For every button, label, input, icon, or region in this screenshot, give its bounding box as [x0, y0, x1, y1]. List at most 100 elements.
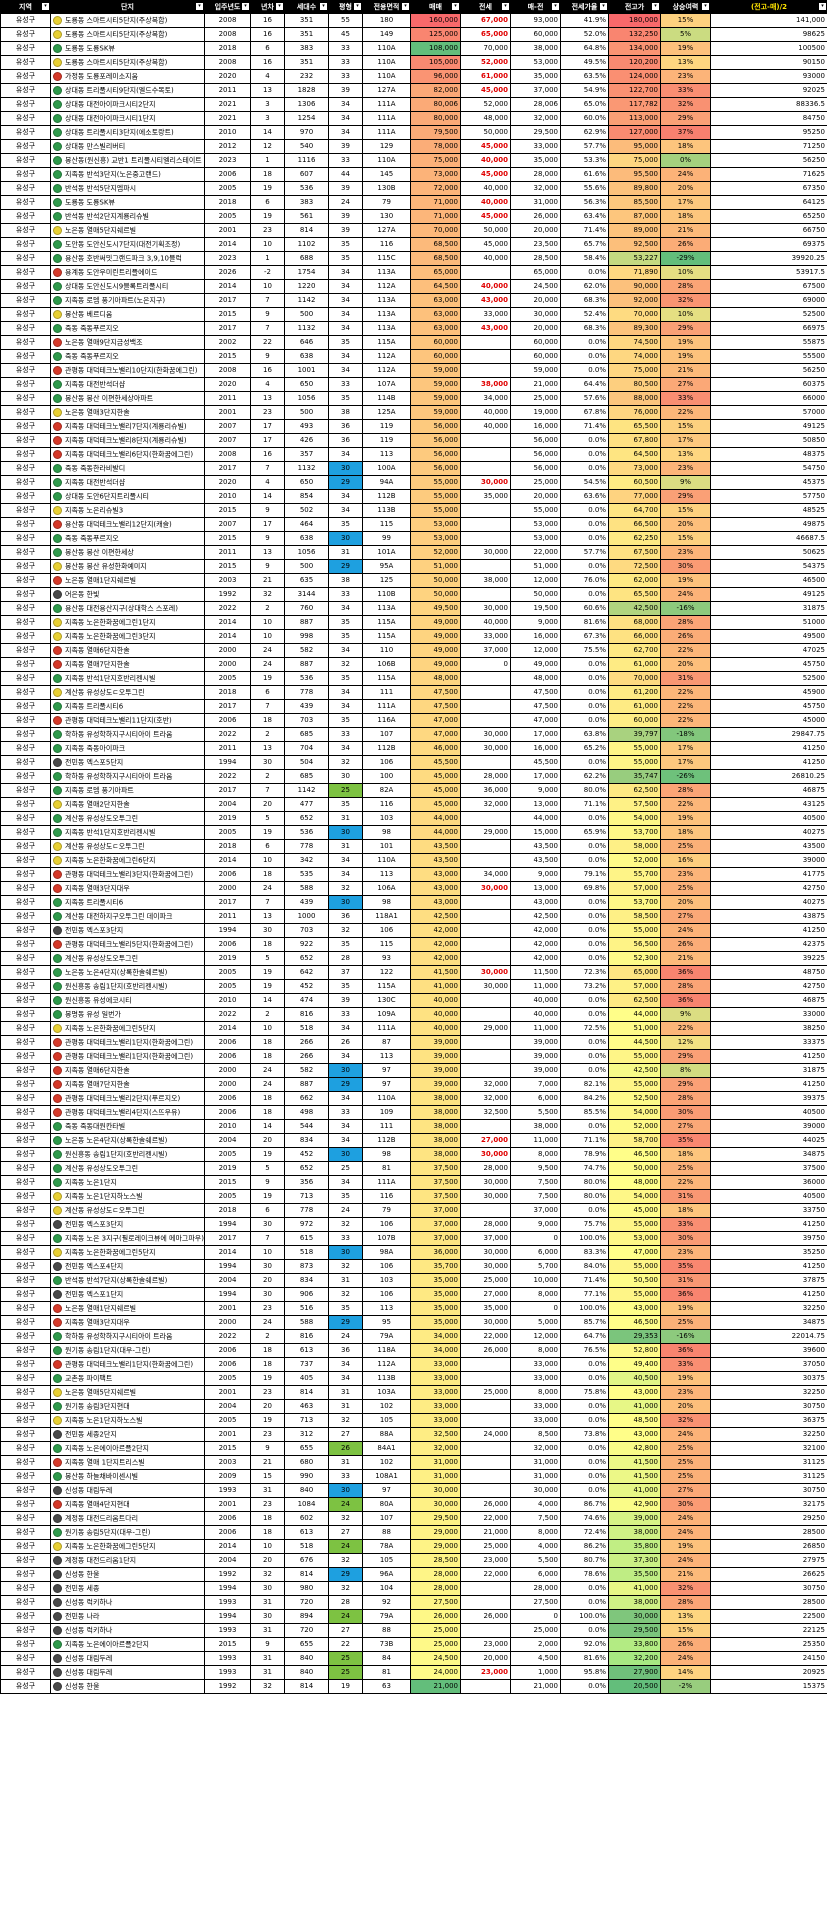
- table-row[interactable]: 유성구 노은동 열매3단지한솔 2001 23 500 38 125A 59,000 40,00…: [0, 405, 827, 420]
- column-header[interactable]: 세대수 ▾: [284, 0, 329, 14]
- table-row[interactable]: 유성구 관평동 대덕테크노밸리5단지(한화꿈에그린) 2006 18 922 35 115 4…: [0, 937, 827, 952]
- table-row[interactable]: 유성구 신성동 한울 1992 32 814 29 96A 28,000 22,000 6,000…: [0, 1567, 827, 1582]
- table-row[interactable]: 유성구 지족동 노은한화꿈에그린5단지 2014 10 518 34 111A 40,000 2…: [0, 1021, 827, 1036]
- column-header[interactable]: 매-전 ▾: [510, 0, 561, 14]
- table-row[interactable]: 유성구 노은동 열매5단지쉐르빌 2001 23 814 39 127A 70,000 50,0…: [0, 223, 827, 238]
- table-row[interactable]: 유성구 교촌동 파이팩트 2005 19 405 34 113B 33,000 33,000 0.…: [0, 1371, 827, 1386]
- table-row[interactable]: 유성구 지족동 죽동아이파크 2011 13 704 34 112B 46,000 30,000…: [0, 741, 827, 756]
- table-row[interactable]: 유성구 죽동 죽동푸르지오 2017 7 1132 34 113A 63,000 43,000 2…: [0, 321, 827, 336]
- table-row[interactable]: 유성구 지족동 로뎀 풍기아파트(노은지구) 2017 7 1142 34 113A 63,0…: [0, 293, 827, 308]
- table-row[interactable]: 유성구 계산동 유성상도ㄷ오투그린 2018 6 778 31 101 43,500 43,50…: [0, 839, 827, 854]
- table-row[interactable]: 유성구 신성동 한울 1992 32 814 19 63 21,000 21,000 0.0% 20…: [0, 1679, 827, 1694]
- table-row[interactable]: 유성구 계정동 대전드리움트다리 2006 18 602 32 107 29,500 22,00…: [0, 1511, 827, 1526]
- table-row[interactable]: 유성구 관평동 대덕테크노밸리10단지(한화꿈에그린) 2008 16 1001 34 11…: [0, 363, 827, 378]
- table-row[interactable]: 유성구 전민동 엑스포3단지 1994 30 703 32 106 42,000 42,000 0…: [0, 923, 827, 938]
- filter-dropdown-icon[interactable]: ▾: [502, 3, 509, 10]
- table-row[interactable]: 유성구 지족동 대덕테크노밸리6단지(한화꿈에그린) 2008 16 357 34 113 5…: [0, 447, 827, 462]
- column-header[interactable]: 매매 ▾: [410, 0, 461, 14]
- table-row[interactable]: 유성구 도안동 도안신도시7단지(대전기획조정) 2014 10 1102 35 116 68…: [0, 237, 827, 252]
- table-row[interactable]: 유성구 봉산동 베르디움 2015 9 500 34 113A 63,000 33,000 30,…: [0, 307, 827, 322]
- table-row[interactable]: 유성구 신성동 대림두레 1993 31 840 30 97 30,000 30,000 0.0%…: [0, 1483, 827, 1498]
- table-row[interactable]: 유성구 봉산동 봉산 이편한세상아파트 2011 13 1056 35 114B 59,000…: [0, 391, 827, 406]
- table-row[interactable]: 유성구 계산동 대전하지구오투그린 데이파크 2011 13 1000 36 118A1 42…: [0, 909, 827, 924]
- table-row[interactable]: 유성구 관평동 대덕테크노밸리1단지(한화꿈에그린) 2006 18 737 34 112A…: [0, 1357, 827, 1372]
- column-header[interactable]: 전세 ▾: [460, 0, 511, 14]
- table-row[interactable]: 유성구 지족동 노은에이아르플2단지 2015 9 655 26 84A1 32,000 32,…: [0, 1441, 827, 1456]
- table-row[interactable]: 유성구 지족동 열매7단지한솔 2000 24 887 32 106B 49,000 0 49,0…: [0, 657, 827, 672]
- table-row[interactable]: 유성구 계산동 유성상도오투그린 2019 5 652 25 81 37,500 28,000 9…: [0, 1161, 827, 1176]
- column-header[interactable]: 입주년도 ▾: [204, 0, 251, 14]
- table-row[interactable]: 유성구 전민동 엑스포4단지 1994 30 873 32 106 35,700 30,000 5…: [0, 1259, 827, 1274]
- filter-dropdown-icon[interactable]: ▾: [702, 3, 709, 10]
- table-row[interactable]: 유성구 지족동 트리풀시티6 2017 7 439 34 111A 47,500 47,500 0…: [0, 699, 827, 714]
- table-row[interactable]: 유성구 용산동 대전용산지구(상대학스 스포레) 2022 2 760 34 113A 49,…: [0, 601, 827, 616]
- table-row[interactable]: 유성구 관평동 대덕테크노밸리11단지(호반) 2006 18 703 35 116A 47,…: [0, 713, 827, 728]
- table-row[interactable]: 유성구 전민동 엑스포5단지 1994 30 504 32 106 45,500 45,500 0…: [0, 755, 827, 770]
- table-row[interactable]: 유성구 봉산동 봉산 이편한세상 2011 13 1056 31 101A 52,000 30,…: [0, 545, 827, 560]
- table-row[interactable]: 유성구 상대동 대전아이파크시티1단지 2021 3 1254 34 111A 80,000 4…: [0, 111, 827, 126]
- table-row[interactable]: 유성구 가정동 도룡포레미소지움 2020 4 232 33 110A 96,000 61,00…: [0, 69, 827, 84]
- column-header[interactable]: 전용면적 ▾: [362, 0, 411, 14]
- table-row[interactable]: 유성구 지족동 노은한화꿈에그린5단지 2014 10 518 24 78A 29,000 25…: [0, 1539, 827, 1554]
- table-row[interactable]: 유성구 죽동 죽동푸르지오 2015 9 638 30 99 53,000 53,000 0.0%…: [0, 531, 827, 546]
- table-row[interactable]: 유성구 전민동 나라 1994 30 894 24 79A 26,000 26,000 0 100.…: [0, 1609, 827, 1624]
- table-row[interactable]: 유성구 지족동 대전반석더샵 2020 4 650 29 94A 55,000 30,000 25…: [0, 475, 827, 490]
- column-header[interactable]: 지역 ▾: [0, 0, 51, 14]
- table-row[interactable]: 유성구 지족동 노은에이아르플2단지 2015 9 655 22 73B 25,000 23,0…: [0, 1637, 827, 1652]
- table-row[interactable]: 유성구 상대동 트리풀시티9단지(엘드수목토) 2011 13 1828 39 127A 82…: [0, 83, 827, 98]
- table-row[interactable]: 유성구 관평동 대덕테크노밸리4단지(스뜨우유) 2006 18 498 33 109 38,…: [0, 1105, 827, 1120]
- filter-dropdown-icon[interactable]: ▾: [600, 3, 607, 10]
- table-row[interactable]: 유성구 상대동 트리풀시티3단지(에소토랑트) 2010 14 970 34 111A 79,…: [0, 125, 827, 140]
- table-row[interactable]: 유성구 지족동 열매3단지대우 2000 24 588 29 95 35,000 30,000 5…: [0, 1315, 827, 1330]
- table-row[interactable]: 유성구 지족동 열매6단지한솔 2000 24 582 34 110 49,000 37,000…: [0, 643, 827, 658]
- table-row[interactable]: 유성구 지족동 노은한화꿈에그린3단지 2014 10 998 35 115A 49,000 3…: [0, 629, 827, 644]
- table-row[interactable]: 유성구 신성동 대림두레 1993 31 840 25 81 24,000 23,000 1,00…: [0, 1665, 827, 1680]
- table-row[interactable]: 유성구 지족동 노은한화꿈에그린5단지 2014 10 518 30 98A 36,000 30…: [0, 1245, 827, 1260]
- column-header[interactable]: 상승여력 ▾: [660, 0, 711, 14]
- filter-dropdown-icon[interactable]: ▾: [320, 3, 327, 10]
- table-row[interactable]: 유성구 지족동 열매6단지한솔 2000 24 582 30 97 39,000 39,000 0…: [0, 1063, 827, 1078]
- table-row[interactable]: 유성구 지족동 반석1단지호반리젠시빌 2005 19 536 30 98 44,000 29,…: [0, 825, 827, 840]
- filter-dropdown-icon[interactable]: ▾: [196, 3, 203, 10]
- filter-dropdown-icon[interactable]: ▾: [276, 3, 283, 10]
- table-row[interactable]: 유성구 계산동 유성상도ㄷ오투그린 2018 6 778 34 111 47,500 47,50…: [0, 685, 827, 700]
- table-row[interactable]: 유성구 봉산동 봉산 유성한화예미지 2015 9 500 29 95A 51,000 51,0…: [0, 559, 827, 574]
- table-row[interactable]: 유성구 용산동 호반써밋그랜드파크 3,9,10블럭 2023 1 688 35 115C 6…: [0, 251, 827, 266]
- table-row[interactable]: 유성구 원신흥동 송림1단지(호반리젠시빌) 2005 19 452 35 115A 41,0…: [0, 979, 827, 994]
- table-row[interactable]: 유성구 상대동 도안신도시9블록트리풀시티 2014 10 1220 34 112A 64,5…: [0, 279, 827, 294]
- table-row[interactable]: 유성구 지족동 대전반석더샵 2020 4 650 33 107A 59,000 38,000 2…: [0, 377, 827, 392]
- table-row[interactable]: 유성구 지족동 노은1단지 2015 9 356 34 111A 37,500 30,000 7,…: [0, 1175, 827, 1190]
- table-row[interactable]: 유성구 지족동 노은1단지하노스빌 2005 19 713 32 105 33,000 33,0…: [0, 1413, 827, 1428]
- table-row[interactable]: 유성구 계산동 유성상도오투그린 2019 5 652 31 103 44,000 44,000…: [0, 811, 827, 826]
- table-row[interactable]: 유성구 원기동 송림3단지현대 2004 20 463 31 102 33,000 33,000…: [0, 1399, 827, 1414]
- table-row[interactable]: 유성구 원기동 송림1단지(대우-그린) 2006 18 613 36 118A 34,000…: [0, 1343, 827, 1358]
- table-row[interactable]: 유성구 어은동 한빛 1992 32 3144 33 110B 50,000 50,000 0.0…: [0, 587, 827, 602]
- table-row[interactable]: 유성구 전민동 세종 1994 30 980 32 104 28,000 28,000 0.0% 4…: [0, 1581, 827, 1596]
- table-row[interactable]: 유성구 계정동 대전드리움1단지 2004 20 676 32 105 28,500 23,00…: [0, 1553, 827, 1568]
- table-row[interactable]: 유성구 지족동 노은리슈빌3 2015 9 502 34 113B 55,000 55,000 0…: [0, 503, 827, 518]
- table-row[interactable]: 유성구 원신흥동 송림1단지(호반리젠시빌) 2005 19 452 30 98 38,000…: [0, 1147, 827, 1162]
- table-row[interactable]: 유성구 신성동 럭키하나 1993 31 720 28 92 27,500 27,500 0.0%…: [0, 1595, 827, 1610]
- table-row[interactable]: 유성구 지족동 노은한화꿈에그린6단지 2014 10 342 34 110A 43,500 4…: [0, 853, 827, 868]
- filter-dropdown-icon[interactable]: ▾: [652, 3, 659, 10]
- table-row[interactable]: 유성구 봉산동 하늘채바이센시빌 2009 15 990 33 108A1 31,000 31,…: [0, 1469, 827, 1484]
- table-row[interactable]: 유성구 죽동 죽동한라비발디 2017 7 1132 30 100A 56,000 56,000…: [0, 461, 827, 476]
- filter-dropdown-icon[interactable]: ▾: [452, 3, 459, 10]
- table-row[interactable]: 유성구 노은동 열매5단지쉐르빌 2001 23 814 31 103A 33,000 25,0…: [0, 1385, 827, 1400]
- table-row[interactable]: 유성구 지족동 반석1단지호반리젠시빌 2005 19 536 35 115A 48,000 4…: [0, 671, 827, 686]
- filter-dropdown-icon[interactable]: ▾: [402, 3, 409, 10]
- table-row[interactable]: 유성구 신성동 럭키하나 1993 31 720 27 88 25,000 25,000 0.0%…: [0, 1623, 827, 1638]
- table-row[interactable]: 유성구 도룡동 스마트시티5단지(주상복합) 2008 16 351 45 149 125,0…: [0, 27, 827, 42]
- table-row[interactable]: 유성구 학하동 유성학하지구시티아이 트라움 2022 2 816 24 79A 34,000…: [0, 1329, 827, 1344]
- column-header[interactable]: 단지 ▾: [50, 0, 205, 14]
- table-row[interactable]: 유성구 관평동 대덕테크노밸리1단지(한화꿈에그린) 2006 18 266 26 87 39…: [0, 1035, 827, 1050]
- filter-dropdown-icon[interactable]: ▾: [819, 3, 826, 10]
- table-row[interactable]: 유성구 지족동 열매4단지현대 2001 23 1084 24 80A 30,000 26,00…: [0, 1497, 827, 1512]
- table-row[interactable]: 유성구 죽동 죽동대원칸타빌 2010 14 544 34 111 38,000 38,000 0…: [0, 1119, 827, 1134]
- column-header[interactable]: 년차 ▾: [250, 0, 285, 14]
- table-row[interactable]: 유성구 관평동 대덕테크노밸리2단지(푸르지오) 2006 18 662 34 110A 38…: [0, 1091, 827, 1106]
- table-row[interactable]: 유성구 상대동 도안6단지트리풀시티 2010 14 854 34 112B 55,000 35…: [0, 489, 827, 504]
- table-row[interactable]: 유성구 계산동 유성상도ㄷ오투그린 2018 6 778 24 79 37,000 37,000…: [0, 1203, 827, 1218]
- table-row[interactable]: 유성구 지족동 트리풀시티6 2017 7 439 30 98 43,000 43,000 0.0…: [0, 895, 827, 910]
- table-row[interactable]: 유성구 지족동 열매 1단지트리스빌 2003 21 680 31 102 31,000 31,…: [0, 1455, 827, 1470]
